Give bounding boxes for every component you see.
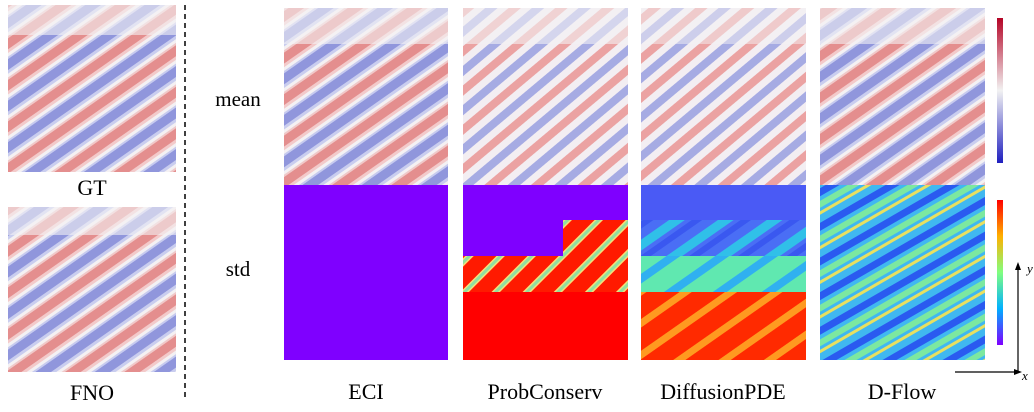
colorbar [997,18,1003,163]
mean-image-top [641,8,806,44]
axis-label: y [1025,261,1033,276]
std-block [641,185,806,220]
row-label: mean [215,87,261,111]
std-image [284,185,448,360]
std-block [463,256,628,292]
std-block [641,292,806,360]
panel-label: FNO [70,380,114,405]
axis-label: x [1021,368,1028,383]
std-block [641,220,806,256]
y-arrowhead [1015,262,1021,270]
panel-label: GT [77,175,107,200]
mean-image-top [463,8,628,44]
gt-image-top [8,5,176,35]
fno-image-top [8,207,176,235]
column-label: DiffusionPDE [660,379,786,404]
mean-image-top [820,8,985,44]
std-block [563,220,628,256]
std-block [641,256,806,292]
colorbar [997,200,1003,345]
std-block [463,185,628,220]
x-arrowhead [1014,369,1022,375]
mean-image-top [284,8,448,44]
column-label: ECI [348,379,383,404]
std-block [463,220,563,256]
row-label: std [226,257,251,281]
column-label: D-Flow [868,379,937,404]
column-label: ProbConserv [488,379,603,404]
std-image [820,185,985,360]
